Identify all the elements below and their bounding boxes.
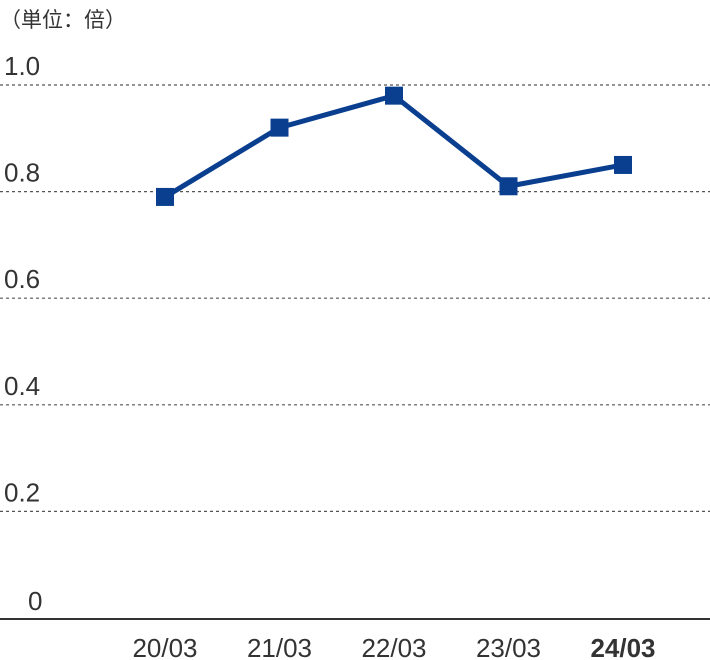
x-tick-label: 23/03 [476,633,541,660]
data-point-marker [156,187,174,206]
data-series [156,86,632,206]
data-point-marker [270,118,289,137]
series-line [163,93,624,200]
x-tick-label: 21/03 [247,633,312,660]
y-tick-label: 1.0 [4,51,40,81]
data-point-marker [385,86,403,105]
data-point-marker [614,155,632,174]
y-tick-label: 0.6 [4,264,40,294]
y-axis-ticks: 0 0.2 0.4 0.6 0.8 1.0 [4,51,42,616]
y-tick-label: 0.8 [4,158,40,188]
y-tick-label: 0.4 [4,371,40,401]
y-tick-label: 0 [28,586,42,616]
gridlines [0,84,710,512]
x-tick-label: 20/03 [132,633,197,660]
x-axis-ticks: 20/03 21/03 22/03 23/03 24/03 [132,633,655,660]
unit-label: （単位：倍） [0,8,126,32]
x-tick-label: 24/03 [590,633,655,660]
data-point-marker [499,177,518,196]
y-tick-label: 0.2 [4,477,40,507]
x-tick-label: 22/03 [361,633,426,660]
